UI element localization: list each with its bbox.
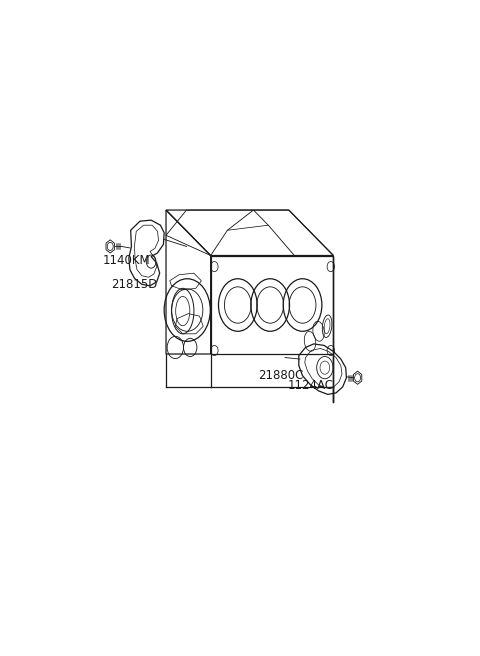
Text: 21880C: 21880C	[258, 369, 303, 382]
Text: 21815D: 21815D	[111, 278, 158, 291]
Text: 1140KM: 1140KM	[103, 254, 150, 267]
Text: 1124AC: 1124AC	[288, 379, 334, 392]
